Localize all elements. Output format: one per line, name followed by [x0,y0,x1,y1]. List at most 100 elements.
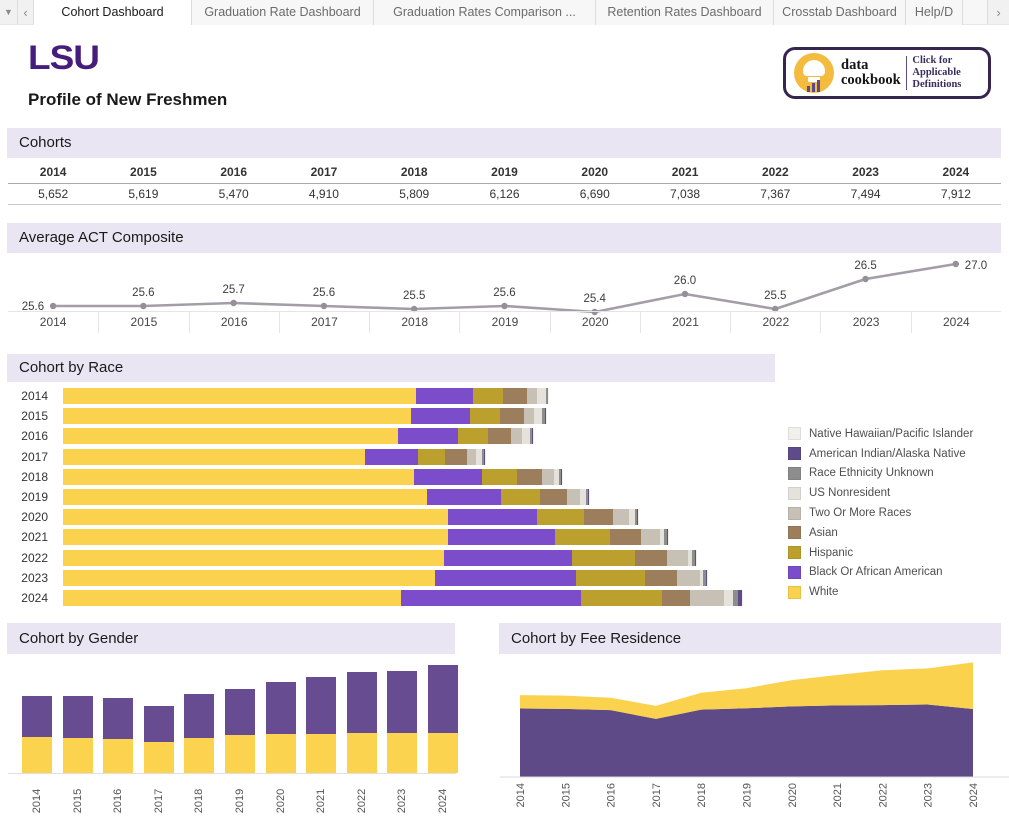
race-segment-us-nonresident[interactable] [659,529,665,546]
race-segment-asian[interactable] [500,408,524,425]
race-segment-two-or-more-races[interactable] [689,590,724,606]
race-segment-white[interactable] [63,549,444,566]
gender-yellow-segment-2020[interactable] [265,734,296,773]
race-segment-two-or-more-races[interactable] [466,448,477,465]
gender-yellow-segment-2016[interactable] [103,739,134,773]
scroll-tabs-right-icon[interactable]: › [987,0,1009,24]
race-segment-black-or-african-american[interactable] [448,529,556,546]
race-segment-black-or-african-american[interactable] [364,448,418,465]
gender-purple-segment-2019[interactable] [225,689,255,736]
race-segment-two-or-more-races[interactable] [541,468,554,485]
act-point-2020[interactable] [591,308,598,316]
act-point-2021[interactable] [681,290,689,298]
tab-graduation-rate-dashboard[interactable]: Graduation Rate Dashboard [192,0,374,25]
legend-item-white[interactable]: White [788,582,1008,602]
gender-yellow-segment-2022[interactable] [346,733,377,773]
race-segment-us-nonresident[interactable] [521,428,530,445]
act-point-2022[interactable] [772,305,779,313]
legend-item-two-or-more-races[interactable]: Two Or More Races [788,503,1008,523]
tab-help-d[interactable]: Help/D [906,0,963,25]
race-segment-white[interactable] [63,509,449,526]
gender-yellow-segment-2017[interactable] [143,742,174,773]
race-segment-race-ethnicity-unknown[interactable] [664,529,667,546]
legend-item-us-nonresident[interactable]: US Nonresident [788,483,1008,503]
act-point-2019[interactable] [501,302,508,310]
race-segment-asian[interactable] [644,569,677,586]
race-segment-hispanic[interactable] [457,428,488,445]
race-segment-american-indian-alaska-native[interactable] [483,448,485,465]
race-segment-two-or-more-races[interactable] [613,509,629,526]
race-segment-two-or-more-races[interactable] [566,489,581,505]
race-segment-asian[interactable] [445,448,467,465]
legend-item-race-ethnicity-unknown[interactable]: Race Ethnicity Unknown [788,464,1008,484]
race-segment-black-or-african-american[interactable] [413,468,483,485]
act-point-2017[interactable] [320,302,328,310]
race-segment-us-nonresident[interactable] [688,549,693,566]
race-segment-hispanic[interactable] [555,529,610,546]
fee-yellow-area[interactable] [520,662,973,719]
race-segment-hispanic[interactable] [469,408,501,425]
race-segment-asian[interactable] [516,468,542,485]
gender-yellow-segment-2019[interactable] [225,735,255,773]
race-segment-us-nonresident[interactable] [534,408,543,425]
race-segment-black-or-african-american[interactable] [400,590,582,606]
race-segment-asian[interactable] [662,590,690,606]
race-segment-american-indian-alaska-native[interactable] [588,489,590,505]
gender-yellow-segment-2018[interactable] [184,737,215,773]
tab-retention-rates-dashboard[interactable]: Retention Rates Dashboard [596,0,774,25]
race-segment-hispanic[interactable] [417,448,446,465]
act-point-2014[interactable] [49,302,57,310]
race-segment-us-nonresident[interactable] [537,388,546,404]
race-segment-race-ethnicity-unknown[interactable] [481,448,484,465]
race-segment-native-hawaiian-pacific-islander[interactable] [742,590,743,606]
race-segment-two-or-more-races[interactable] [666,549,689,566]
race-segment-race-ethnicity-unknown[interactable] [542,408,545,425]
race-segment-american-indian-alaska-native[interactable] [531,428,533,445]
gender-yellow-segment-2023[interactable] [387,733,418,773]
race-segment-black-or-african-american[interactable] [415,388,474,404]
race-segment-white[interactable] [63,489,427,505]
race-segment-asian[interactable] [487,428,512,445]
race-segment-hispanic[interactable] [537,509,584,526]
legend-item-hispanic[interactable]: Hispanic [788,543,1008,563]
act-point-2018[interactable] [410,305,418,313]
gender-yellow-segment-2024[interactable] [428,733,458,773]
tab-cohort-dashboard[interactable]: Cohort Dashboard [34,0,192,25]
legend-item-asian[interactable]: Asian [788,523,1008,543]
gender-purple-segment-2014[interactable] [22,695,52,738]
data-cookbook-badge[interactable]: data cookbook Click for Applicable Definit… [783,47,991,99]
race-segment-american-indian-alaska-native[interactable] [666,529,668,546]
gender-yellow-segment-2015[interactable] [62,738,93,773]
race-segment-hispanic[interactable] [576,569,645,586]
race-segment-black-or-african-american[interactable] [410,408,470,425]
race-segment-american-indian-alaska-native[interactable] [705,569,707,586]
race-segment-white[interactable] [63,388,416,404]
race-segment-white[interactable] [63,529,449,546]
definitions-link[interactable]: Click for Applicable Definitions [912,55,962,90]
race-segment-two-or-more-races[interactable] [511,428,522,445]
tab-graduation-rates-comparison[interactable]: Graduation Rates Comparison ... [374,0,596,25]
sheet-menu-caret-icon[interactable]: ▼ [0,0,18,24]
race-segment-american-indian-alaska-native[interactable] [547,388,549,404]
race-segment-race-ethnicity-unknown[interactable] [558,468,562,485]
scroll-tabs-left-icon[interactable]: ‹ [18,0,34,24]
race-segment-us-nonresident[interactable] [553,468,559,485]
race-segment-two-or-more-races[interactable] [527,388,538,404]
race-segment-two-or-more-races[interactable] [641,529,660,546]
race-segment-black-or-african-american[interactable] [448,509,538,526]
act-point-2024[interactable] [952,260,959,268]
race-segment-hispanic[interactable] [571,549,635,566]
race-segment-white[interactable] [63,428,399,445]
act-point-2015[interactable] [140,302,147,310]
race-segment-us-nonresident[interactable] [628,509,635,526]
gender-purple-segment-2024[interactable] [428,665,458,734]
race-segment-american-indian-alaska-native[interactable] [737,590,743,606]
race-segment-asian[interactable] [583,509,614,526]
race-segment-us-nonresident[interactable] [699,569,704,586]
race-segment-black-or-african-american[interactable] [426,489,502,505]
race-segment-asian[interactable] [609,529,642,546]
act-point-2016[interactable] [230,299,237,307]
race-segment-race-ethnicity-unknown[interactable] [703,569,706,586]
race-segment-us-nonresident[interactable] [580,489,586,505]
fee-purple-area[interactable] [520,704,973,778]
